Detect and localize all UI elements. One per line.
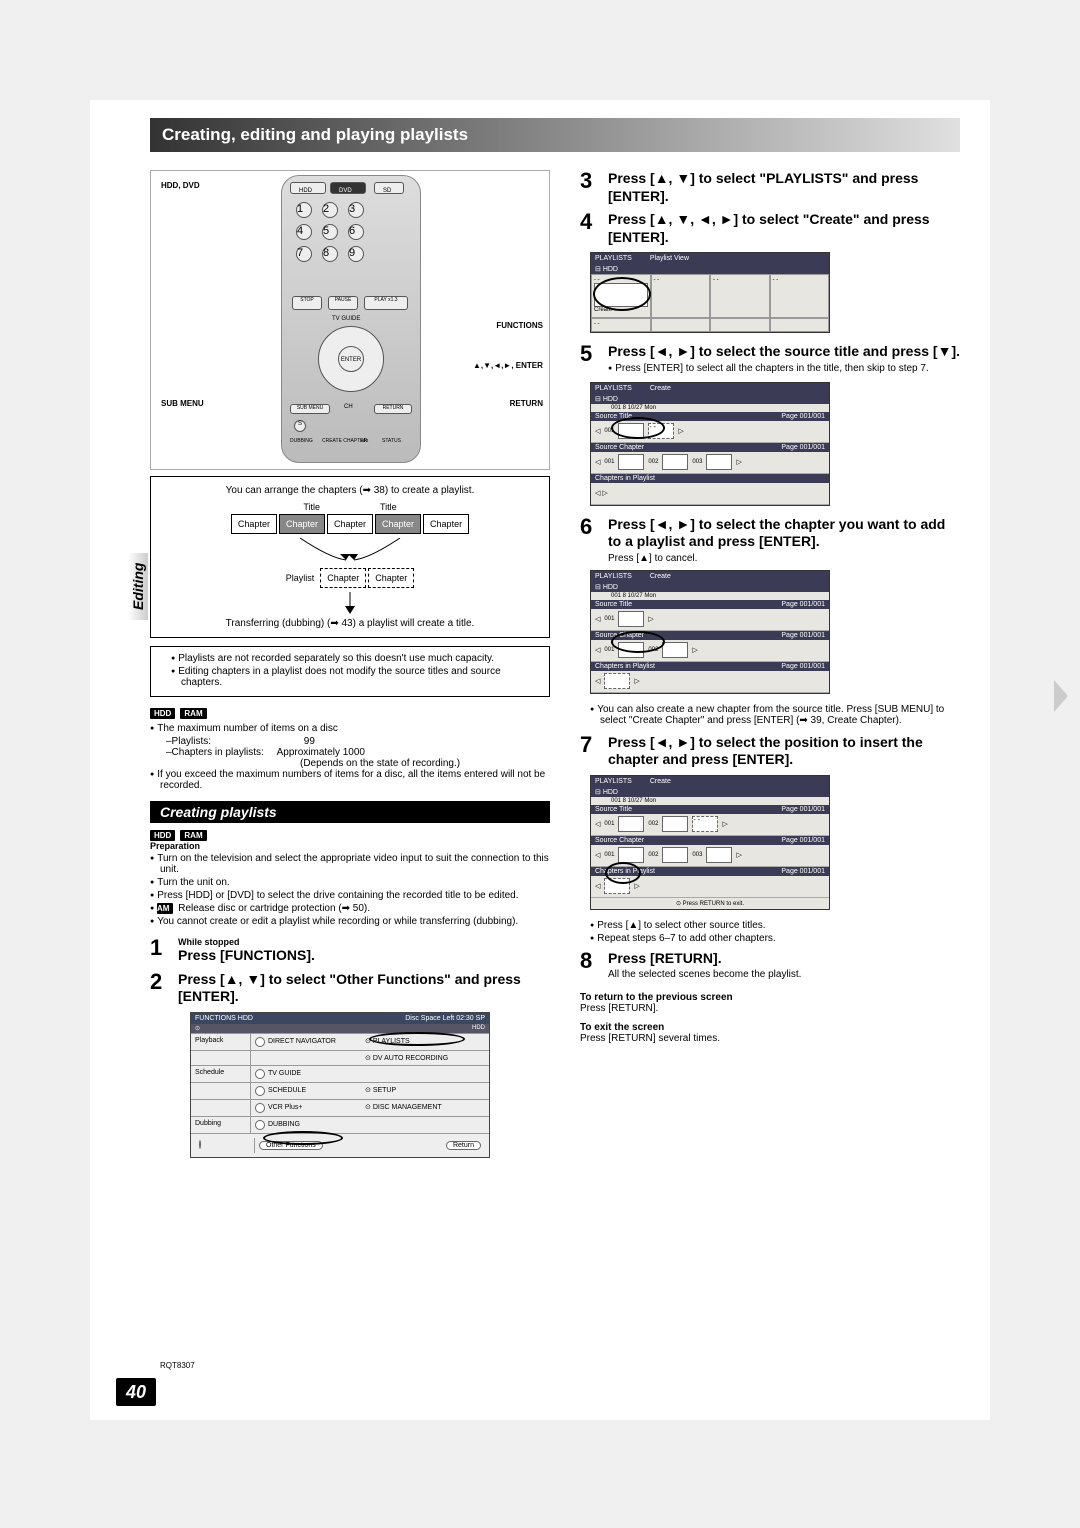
lbl-functions: FUNCTIONS: [496, 321, 543, 330]
side-tab: Editing: [128, 553, 148, 620]
sd-btn: SD: [374, 182, 404, 194]
chapter-diagram: You can arrange the chapters (➡ 38) to c…: [150, 476, 550, 638]
right-column: 3 Press [▲, ▼] to select "PLAYLISTS" and…: [580, 170, 960, 1044]
dvd-btn: DVD: [330, 182, 366, 194]
lbl-arrows-enter: ▲,▼,◄,►, ENTER: [473, 361, 543, 370]
step-1: 1 While stopped Press [FUNCTIONS].: [150, 937, 550, 965]
disc-limits: HDD RAM The maximum number of items on a…: [150, 707, 550, 791]
transfer-note: Transferring (dubbing) (➡ 43) a playlist…: [157, 618, 543, 629]
doc-id: RQT8307: [160, 1361, 195, 1370]
lbl-return: RETURN: [510, 399, 543, 408]
page-number: 40: [116, 1378, 156, 1406]
preparation: HDD RAM Preparation Turn on the televisi…: [150, 829, 550, 927]
step-7: 7 Press [◄, ►] to select the position to…: [580, 734, 960, 769]
creating-heading: Creating playlists: [150, 801, 550, 823]
hdd-btn: HDD: [290, 182, 326, 194]
left-column: HDD DVD SD 1 2 3 4 5 6 7 8 9 STOP PAUSE …: [150, 170, 550, 1158]
step-2: 2 Press [▲, ▼] to select "Other Function…: [150, 971, 550, 1006]
remote-diagram: HDD DVD SD 1 2 3 4 5 6 7 8 9 STOP PAUSE …: [150, 170, 550, 470]
step-8: 8 Press [RETURN]. All the selected scene…: [580, 950, 960, 981]
ss-step7: PLAYLISTSCreate ⊟ HDD 001 8 10/27 Mon So…: [590, 775, 830, 910]
arrow-down-2: [340, 592, 360, 614]
arrows-down: [270, 538, 430, 564]
functions-screenshot: FUNCTIONS HDDDisc Space Left 02:30 SP ⊙ …: [190, 1012, 490, 1158]
lbl-hdd-dvd: HDD, DVD: [161, 181, 200, 190]
page-title: Creating, editing and playing playlists: [150, 118, 960, 152]
ss-step4: PLAYLISTSPlaylist View ⊟ HDD - -Create -…: [590, 252, 830, 333]
edge-marker: [1054, 680, 1068, 712]
ss-step6: PLAYLISTSCreate ⊟ HDD 001 8 10/27 Mon So…: [590, 570, 830, 694]
step-6: 6 Press [◄, ►] to select the chapter you…: [580, 516, 960, 564]
step-4: 4 Press [▲, ▼, ◄, ►] to select "Create" …: [580, 211, 960, 246]
lbl-sub-menu: SUB MENU: [161, 399, 204, 408]
step-3: 3 Press [▲, ▼] to select "PLAYLISTS" and…: [580, 170, 960, 205]
note-box: Playlists are not recorded separately so…: [150, 646, 550, 697]
enter-btn: ENTER: [338, 346, 364, 372]
step-5: 5 Press [◄, ►] to select the source titl…: [580, 343, 960, 376]
page: Creating, editing and playing playlists …: [90, 100, 990, 1420]
chapter-intro: You can arrange the chapters (➡ 38) to c…: [157, 485, 543, 496]
return-instructions: To return to the previous screen Press […: [580, 992, 960, 1044]
remote-illustration: HDD DVD SD 1 2 3 4 5 6 7 8 9 STOP PAUSE …: [281, 175, 421, 463]
ss-step5: PLAYLISTSCreate ⊟ HDD 001 8 10/27 Mon So…: [590, 382, 830, 506]
